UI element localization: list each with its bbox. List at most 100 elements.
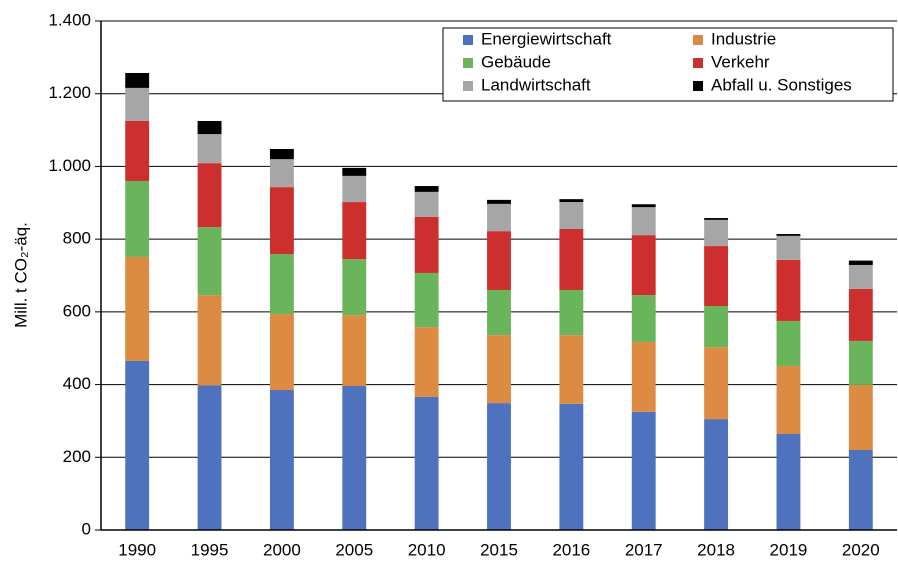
bar-segment bbox=[197, 227, 222, 296]
x-tick-label: 2017 bbox=[625, 540, 663, 559]
bar-segment bbox=[487, 203, 511, 232]
bar-segment bbox=[848, 384, 873, 451]
legend-label: Energiewirtschaft bbox=[481, 29, 612, 48]
bar-segment bbox=[848, 288, 873, 341]
bar-segment bbox=[125, 360, 150, 530]
x-tick-label: 2018 bbox=[697, 540, 735, 559]
bar-segment bbox=[125, 87, 150, 121]
x-tick-label: 2016 bbox=[552, 540, 590, 559]
bar-segment bbox=[776, 234, 801, 236]
bar-segment bbox=[197, 385, 222, 530]
x-tick-label: 1995 bbox=[191, 540, 229, 559]
bar-segment bbox=[197, 295, 222, 386]
bar-segment bbox=[197, 134, 222, 164]
legend-swatch bbox=[693, 81, 703, 91]
y-tick-label: 600 bbox=[63, 301, 91, 320]
bar-segment bbox=[197, 163, 222, 228]
bar-segment bbox=[631, 207, 656, 236]
x-tick-label: 1990 bbox=[118, 540, 156, 559]
bar-segment bbox=[631, 295, 656, 343]
bar-segment bbox=[704, 306, 729, 348]
x-tick-label: 2010 bbox=[408, 540, 446, 559]
y-axis-label: Mill. t CO₂-äq. bbox=[11, 222, 30, 328]
bar-segment bbox=[197, 120, 222, 135]
bar-segment bbox=[269, 254, 294, 315]
bar-segment bbox=[487, 335, 511, 404]
bar-segment bbox=[559, 335, 584, 404]
bar-segment bbox=[776, 320, 801, 367]
bar-segment bbox=[848, 264, 873, 289]
bar-segment bbox=[559, 202, 584, 229]
bar-segment bbox=[848, 450, 873, 530]
y-tick-label: 1.200 bbox=[48, 83, 91, 102]
legend-swatch bbox=[463, 81, 473, 91]
bar-segment bbox=[414, 216, 439, 273]
bar-segment bbox=[269, 148, 294, 160]
bar-segment bbox=[342, 167, 367, 176]
x-tick-label: 2000 bbox=[263, 540, 301, 559]
bar-segment bbox=[704, 419, 729, 530]
bar-segment bbox=[559, 228, 584, 291]
bar-segment bbox=[559, 290, 584, 336]
y-tick-label: 1.400 bbox=[48, 10, 91, 29]
bar-segment bbox=[776, 434, 801, 530]
bar-segment bbox=[414, 186, 439, 192]
legend-swatch bbox=[693, 35, 703, 45]
bar-segment bbox=[269, 390, 294, 530]
bar-segment bbox=[414, 396, 439, 530]
y-tick-label: 200 bbox=[63, 447, 91, 466]
legend-swatch bbox=[463, 58, 473, 68]
bar-segment bbox=[269, 159, 294, 188]
bar-segment bbox=[487, 199, 511, 204]
legend-box bbox=[442, 27, 894, 102]
y-tick-label: 800 bbox=[63, 229, 91, 248]
y-tick-label: 0 bbox=[82, 519, 91, 538]
bar-segment bbox=[342, 259, 367, 316]
bar-segment bbox=[776, 366, 801, 435]
bar-segment bbox=[342, 202, 367, 260]
bar-segment bbox=[559, 199, 584, 203]
bar-segment bbox=[125, 120, 150, 181]
bar-segment bbox=[487, 290, 511, 336]
bar-segment bbox=[414, 272, 439, 328]
y-tick-label: 400 bbox=[63, 374, 91, 393]
x-tick-label: 2015 bbox=[480, 540, 518, 559]
bar-segment bbox=[269, 314, 294, 391]
bar-segment bbox=[848, 340, 873, 385]
legend-label: Abfall u. Sonstiges bbox=[711, 75, 852, 94]
legend-label: Industrie bbox=[711, 29, 776, 48]
bar-segment bbox=[704, 219, 729, 247]
bar-segment bbox=[776, 235, 801, 260]
legend-label: Verkehr bbox=[711, 52, 770, 71]
bar-segment bbox=[631, 204, 656, 208]
bar-segment bbox=[631, 235, 656, 296]
legend-label: Gebäude bbox=[481, 52, 551, 71]
x-tick-label: 2005 bbox=[335, 540, 373, 559]
bar-segment bbox=[631, 342, 656, 412]
x-tick-label: 2019 bbox=[770, 540, 808, 559]
bar-segment bbox=[269, 187, 294, 255]
bar-segment bbox=[704, 218, 729, 220]
legend-label: Landwirtschaft bbox=[481, 75, 591, 94]
bar-segment bbox=[414, 191, 439, 217]
bar-segment bbox=[704, 246, 729, 307]
bar-segment bbox=[125, 256, 150, 361]
bar-segment bbox=[125, 72, 150, 88]
bar-segment bbox=[342, 386, 367, 530]
legend-swatch bbox=[463, 35, 473, 45]
legend-swatch bbox=[693, 58, 703, 68]
bar-segment bbox=[559, 403, 584, 530]
bar-segment bbox=[125, 180, 150, 257]
bar-segment bbox=[342, 175, 367, 203]
bar-segment bbox=[487, 403, 511, 530]
bar-segment bbox=[487, 231, 511, 291]
bar-segment bbox=[414, 327, 439, 397]
bar-segment bbox=[848, 260, 873, 265]
bar-segment bbox=[342, 315, 367, 387]
bar-segment bbox=[631, 411, 656, 530]
y-tick-label: 1.000 bbox=[48, 156, 91, 175]
bar-segment bbox=[776, 259, 801, 321]
x-tick-label: 2020 bbox=[842, 540, 880, 559]
bar-segment bbox=[704, 347, 729, 420]
